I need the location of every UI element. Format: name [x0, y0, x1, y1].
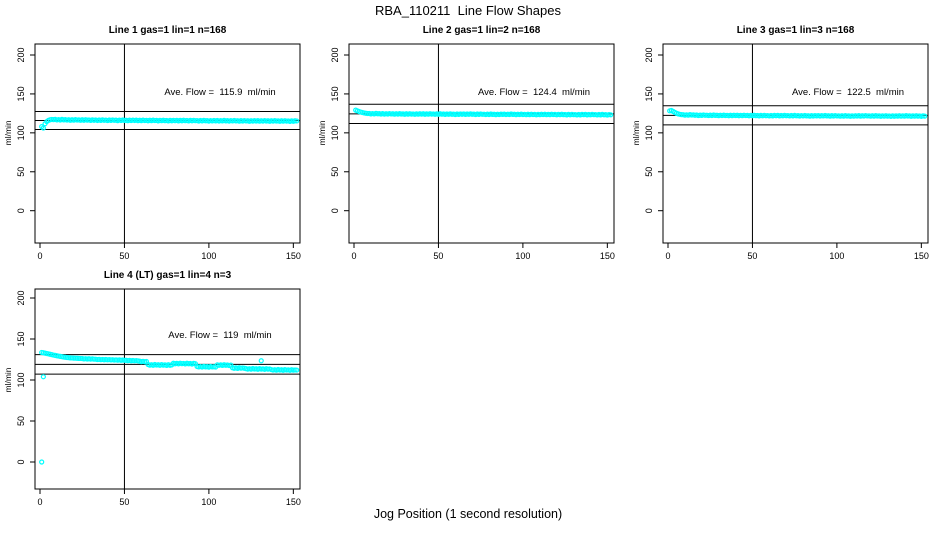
y-tick-label: 0 [16, 459, 26, 464]
plot-box [662, 43, 929, 244]
x-tick-label: 150 [286, 251, 301, 261]
y-tick-label: 0 [330, 208, 340, 213]
x-axis-label: Jog Position (1 second resolution) [373, 507, 563, 521]
x-tick-label: 0 [37, 497, 42, 507]
y-tick-label: 100 [644, 125, 654, 140]
panel-1-avg-flow-label: Ave. Flow = 115.9 ml/min [164, 87, 276, 98]
y-tick-label: 50 [644, 167, 654, 177]
y-tick-label: 200 [644, 47, 654, 62]
y-tick-label: 150 [330, 86, 340, 101]
y-tick-label: 100 [16, 125, 26, 140]
x-tick-label: 50 [433, 251, 443, 261]
x-tick-label: 100 [201, 497, 216, 507]
y-tick-label: 150 [16, 331, 26, 346]
panel-1-title: Line 1 gas=1 lin=1 n=168 [108, 25, 227, 36]
y-tick-label: 150 [16, 86, 26, 101]
data-point [40, 125, 46, 131]
y-tick-label: 100 [330, 125, 340, 140]
y-tick-label: 0 [16, 208, 26, 213]
panel-4-title: Line 4 (LT) gas=1 lin=4 n=3 [103, 270, 232, 281]
x-tick-label: 100 [829, 251, 844, 261]
x-tick-label: 100 [201, 251, 216, 261]
y-tick-label: 200 [16, 47, 26, 62]
data-point-outlier [40, 374, 46, 380]
plot-box [34, 43, 301, 244]
panel-3-avg-flow-label: Ave. Flow = 122.5 ml/min [791, 87, 905, 98]
panel-2-title: Line 2 gas=1 lin=2 n=168 [422, 25, 541, 36]
y-tick-label: 0 [644, 208, 654, 213]
x-tick-label: 150 [914, 251, 929, 261]
y-tick-label: 50 [16, 416, 26, 426]
y-axis-title: ml/min [317, 120, 327, 145]
y-axis-title: ml/min [3, 120, 13, 145]
page-title: RBA_110211 Line Flow Shapes [375, 3, 561, 18]
x-tick-label: 0 [351, 251, 356, 261]
y-tick-label: 100 [16, 372, 26, 387]
x-tick-label: 0 [37, 251, 42, 261]
y-axis-title: ml/min [631, 120, 641, 145]
plot-box [348, 43, 615, 244]
y-tick-label: 150 [644, 86, 654, 101]
data-point-outlier [39, 459, 45, 465]
x-tick-label: 50 [119, 251, 129, 261]
x-tick-label: 50 [119, 497, 129, 507]
y-tick-label: 50 [16, 167, 26, 177]
plot-box [34, 288, 301, 490]
y-axis-title: ml/min [3, 367, 13, 392]
x-tick-label: 150 [600, 251, 615, 261]
data-point [294, 367, 300, 373]
x-tick-label: 0 [665, 251, 670, 261]
x-tick-label: 100 [515, 251, 530, 261]
panel-2-avg-flow-label: Ave. Flow = 124.4 ml/min [477, 87, 591, 98]
y-tick-label: 200 [16, 290, 26, 305]
x-tick-label: 50 [747, 251, 757, 261]
y-tick-label: 50 [330, 167, 340, 177]
data-point [608, 112, 614, 118]
data-point [294, 118, 300, 124]
x-tick-label: 150 [286, 497, 301, 507]
y-tick-label: 200 [330, 47, 340, 62]
data-point [922, 113, 928, 119]
panel-4-avg-flow-label: Ave. Flow = 119 ml/min [168, 330, 272, 341]
data-point-outlier [258, 358, 264, 364]
panel-3-title: Line 3 gas=1 lin=3 n=168 [736, 25, 855, 36]
